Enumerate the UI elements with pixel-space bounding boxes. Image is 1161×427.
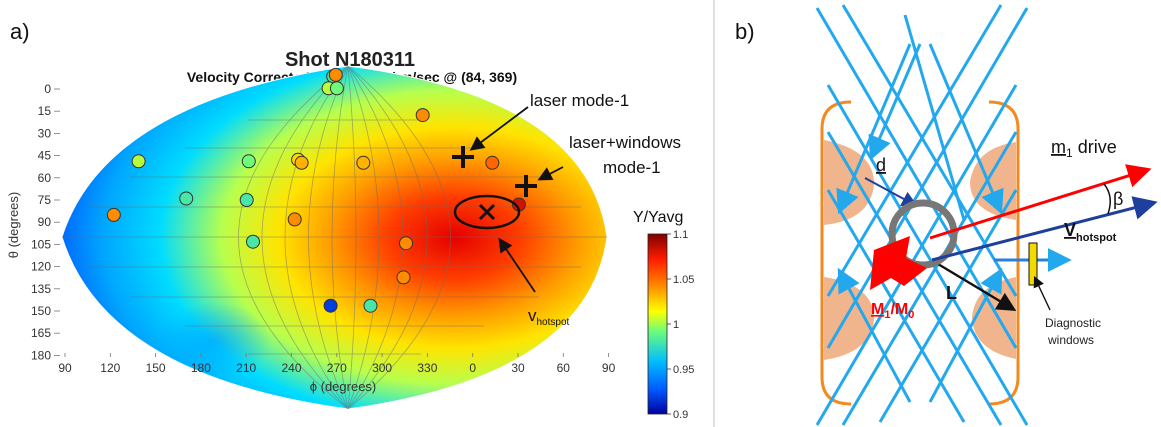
capsule [888,199,958,269]
colorbar-tick-label: 0.9 [673,409,688,421]
detector-point [415,108,430,123]
beta-arc [1103,183,1111,215]
laser-windows-arrow [537,166,564,181]
detector-point [399,236,413,251]
laser-windows-label: laser+windows [569,133,681,152]
detector-point [131,154,146,169]
panel-a-label: a) [10,19,30,44]
detector-point [179,191,194,206]
colorbar-gradient [647,233,668,415]
x-tick-label: 30 [511,361,525,375]
colorbar-tick-label: 0.95 [673,364,694,376]
vhotspot-label: vhotspot [528,306,570,328]
colorbar-tick-label: 1.05 [673,274,694,286]
detector-point [328,67,343,82]
y-tick-label: 15 [38,104,52,118]
hotspot-arrow [498,237,536,293]
mass-arrow [870,236,927,290]
y-tick-label: 150 [31,304,51,318]
panel-a: a) Shot N180311 Velocity Corrected: 72.1… [6,19,694,421]
beta-label: β [1113,189,1123,209]
colorbar-label: Y/Yavg [633,209,683,226]
x-tick-label: 270 [327,361,347,375]
laser-mode-arrow [469,106,529,151]
m1-drive-label: m1 drive [1051,137,1117,160]
x-axis: 90 120 150 180 210 240 270 300 330 0 30 60 90 [58,353,616,375]
diagnostic-window [1028,242,1038,286]
x-tick-label: 90 [602,361,616,375]
spot-bottom-left [824,277,875,360]
y-tick-label: 0 [44,82,51,96]
y-tick-label: 165 [31,326,51,340]
detector-point [363,298,378,313]
y-tick-label: 135 [31,282,51,296]
y-tick-label: 45 [38,149,52,163]
detector-point [106,207,121,222]
map-blue-region [120,212,380,392]
laser-windows-marker [515,175,537,197]
x-tick-label: 90 [58,361,72,375]
x-tick-label: 300 [372,361,392,375]
detector-point [323,298,338,313]
x-tick-label: 120 [100,361,120,375]
detector-point [294,155,309,170]
panel-b: b) [735,4,1158,426]
sinusoidal-map: laser mode-1 laser+windows mode-1 vhotsp… [61,65,681,410]
hotspot-marker [453,194,521,230]
colorbar-tick-label: 1.1 [673,229,688,241]
x-tick-label: 330 [417,361,437,375]
x-tick-label: 180 [191,361,211,375]
x-axis-label: ϕ (degrees) [310,379,377,394]
y-tick-label: 75 [38,193,52,207]
detector-point [356,155,371,170]
y-tick-label: 60 [38,171,52,185]
y-tick-label: 120 [31,260,51,274]
diagnostic-arrow [1033,275,1051,311]
detector-point [241,154,256,169]
detector-point [329,81,344,96]
diagnostic-label-line1: Diagnostic [1045,316,1101,330]
laser-mode-label: laser mode-1 [530,91,629,110]
l-label: L [946,283,957,303]
detector-point [287,212,302,227]
map-grid [62,66,607,409]
chart-title: Shot N180311 [285,49,415,71]
x-tick-label: 60 [557,361,571,375]
y-tick-label: 90 [38,215,52,229]
detector-points [106,67,526,313]
inner-arrows [836,43,1017,403]
vhotspot-vector-label: Vhotspot [1064,220,1117,244]
drive-vector [929,164,1152,240]
y-axis: 0 15 30 45 60 75 90 105 120 135 150 165 180 [31,82,60,362]
y-tick-label: 105 [31,237,51,251]
x-tick-label: 240 [281,361,301,375]
detector-point [396,270,411,285]
laser-mode-marker [452,146,474,168]
y-tick-label: 30 [38,126,52,140]
d-label: d [876,155,886,175]
colorbar-tick-label: 1 [673,319,679,331]
left-wall [820,100,852,406]
y-tick-label: 180 [31,348,51,362]
x-tick-label: 0 [469,361,476,375]
mass-ratio-label: M1/M0 [871,301,914,321]
y-axis-label: θ (degrees) [6,192,21,258]
detector-point [246,234,260,249]
panel-b-label: b) [735,19,755,44]
laser-windows-mode-label: mode-1 [603,158,661,177]
detector-point [485,155,500,170]
diagnostic-label-line2: windows [1047,333,1094,347]
hotspot-vector [931,196,1158,262]
x-tick-label: 210 [236,361,256,375]
colorbar: Y/Yavg 1.1 1.05 1 0.95 0.9 [633,209,694,421]
detector-point [239,193,254,207]
x-tick-label: 150 [146,361,166,375]
